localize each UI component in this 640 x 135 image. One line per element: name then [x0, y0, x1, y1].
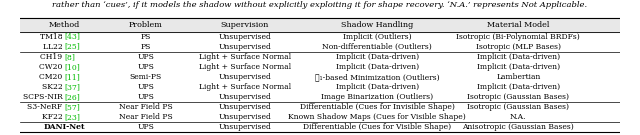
Text: Implicit (Data-driven): Implicit (Data-driven): [335, 53, 419, 61]
Text: Unsupervised: Unsupervised: [218, 93, 271, 101]
Text: Isotropic (MLP Bases): Isotropic (MLP Bases): [476, 43, 561, 51]
Text: [11]: [11]: [65, 73, 81, 81]
Text: UPS: UPS: [138, 123, 154, 131]
Text: DANI-Net: DANI-Net: [44, 123, 86, 131]
Text: Isotropic (Bi-Polynomial BRDFs): Isotropic (Bi-Polynomial BRDFs): [456, 33, 580, 41]
Text: Unsupervised: Unsupervised: [218, 43, 271, 51]
Text: Unsupervised: Unsupervised: [218, 33, 271, 41]
Text: Implicit (Data-driven): Implicit (Data-driven): [477, 83, 560, 91]
Text: CW20: CW20: [39, 63, 65, 71]
Text: Unsupervised: Unsupervised: [218, 73, 271, 81]
Text: Implicit (Data-driven): Implicit (Data-driven): [477, 53, 560, 61]
Text: N.A.: N.A.: [510, 113, 527, 121]
Text: KF22: KF22: [42, 113, 65, 121]
Text: [26]: [26]: [65, 93, 81, 101]
Text: Isotropic (Gaussian Bases): Isotropic (Gaussian Bases): [467, 93, 570, 101]
Text: Differentiable (Cues for Visible Shape): Differentiable (Cues for Visible Shape): [303, 123, 451, 131]
Text: Implicit (Data-driven): Implicit (Data-driven): [335, 83, 419, 91]
Text: Implicit (Data-driven): Implicit (Data-driven): [335, 63, 419, 71]
Text: Image Binarization (Outliers): Image Binarization (Outliers): [321, 93, 433, 101]
Text: Implicit (Data-driven): Implicit (Data-driven): [477, 63, 560, 71]
Text: Isotropic (Gaussian Bases): Isotropic (Gaussian Bases): [467, 103, 570, 111]
Bar: [20, 18, 620, 32]
Text: Light + Surface Normal: Light + Surface Normal: [199, 53, 291, 61]
Text: Non-differentiable (Outliers): Non-differentiable (Outliers): [322, 43, 432, 51]
Text: UPS: UPS: [138, 63, 154, 71]
Text: SCPS-NIR: SCPS-NIR: [22, 93, 65, 101]
Text: [37]: [37]: [65, 83, 81, 91]
Text: [23]: [23]: [65, 113, 81, 121]
Text: Light + Surface Normal: Light + Surface Normal: [199, 63, 291, 71]
Text: TM18: TM18: [40, 33, 65, 41]
Text: S3-NeRF: S3-NeRF: [27, 103, 65, 111]
Text: Semi-PS: Semi-PS: [130, 73, 162, 81]
Text: Unsupervised: Unsupervised: [218, 113, 271, 121]
Text: Implicit (Outliers): Implicit (Outliers): [343, 33, 412, 41]
Text: UPS: UPS: [138, 53, 154, 61]
Text: Lambertian: Lambertian: [496, 73, 540, 81]
Text: SK22: SK22: [42, 83, 65, 91]
Text: Unsupervised: Unsupervised: [218, 123, 271, 131]
Text: PS: PS: [141, 43, 151, 51]
Text: LL22: LL22: [42, 43, 65, 51]
Text: [8]: [8]: [65, 53, 76, 61]
Text: Material Model: Material Model: [487, 21, 550, 29]
Text: Anisotropic (Gaussian Bases): Anisotropic (Gaussian Bases): [463, 123, 574, 131]
Text: [25]: [25]: [65, 43, 81, 51]
Text: CH19: CH19: [40, 53, 65, 61]
Text: Shadow Handling: Shadow Handling: [341, 21, 413, 29]
Text: UPS: UPS: [138, 93, 154, 101]
Text: Method: Method: [49, 21, 80, 29]
Text: rather than ‘cues’, if it models the shadow without explicitly exploiting it for: rather than ‘cues’, if it models the sha…: [52, 1, 588, 9]
Text: Supervision: Supervision: [221, 21, 269, 29]
Text: Light + Surface Normal: Light + Surface Normal: [199, 83, 291, 91]
Text: CM20: CM20: [39, 73, 65, 81]
Text: UPS: UPS: [138, 83, 154, 91]
Text: Near Field PS: Near Field PS: [119, 113, 173, 121]
Text: [43]: [43]: [65, 33, 81, 41]
Text: PS: PS: [141, 33, 151, 41]
Text: Near Field PS: Near Field PS: [119, 103, 173, 111]
Text: Differentiable (Cues for Invisible Shape): Differentiable (Cues for Invisible Shape…: [300, 103, 454, 111]
Text: [57]: [57]: [65, 103, 81, 111]
Text: ℓ₁-based Minimization (Outliers): ℓ₁-based Minimization (Outliers): [315, 73, 440, 81]
Text: Problem: Problem: [129, 21, 163, 29]
Text: [10]: [10]: [65, 63, 81, 71]
Text: Known Shadow Maps (Cues for Visible Shape): Known Shadow Maps (Cues for Visible Shap…: [288, 113, 466, 121]
Text: Unsupervised: Unsupervised: [218, 103, 271, 111]
